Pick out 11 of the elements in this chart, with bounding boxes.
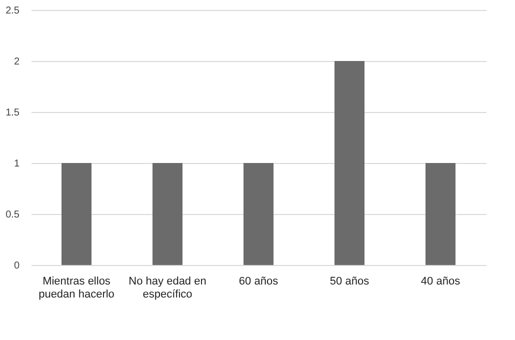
x-tick-label: Mientras ellos puedan hacerlo: [38, 276, 114, 300]
x-tick-label: 50 años: [330, 276, 370, 288]
y-tick-label: 1: [14, 158, 20, 170]
y-tick-label: 0.5: [6, 210, 20, 220]
x-tick-label: 40 años: [420, 276, 461, 288]
y-tick-label: 2: [14, 56, 20, 68]
y-tick-label: 1.5: [6, 108, 20, 118]
x-tick-label: No hay edad en específico: [128, 276, 206, 300]
x-tick-label: 60 años: [238, 276, 279, 288]
y-tick-label: 0: [14, 260, 20, 272]
y-tick-label: 2.5: [6, 6, 20, 16]
